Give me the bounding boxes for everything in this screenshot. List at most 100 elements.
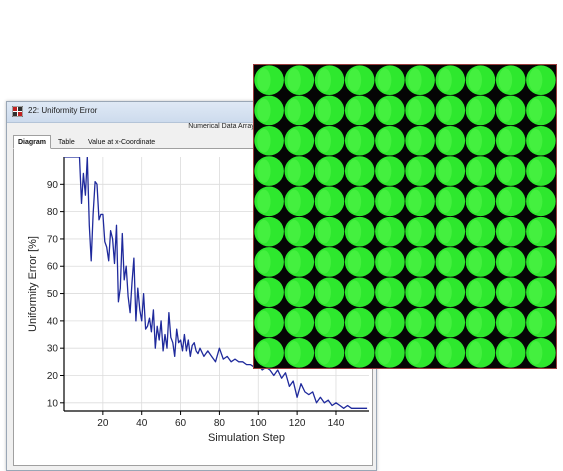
grid-circle-highlight — [317, 250, 331, 274]
grid-circle — [284, 338, 315, 368]
grid-circle-highlight — [408, 310, 422, 335]
grid-circle-highlight — [257, 98, 271, 123]
grid-circle-highlight — [408, 159, 422, 183]
grid-circle-highlight — [529, 310, 543, 335]
grid-circle — [405, 216, 435, 247]
grid-circle-highlight — [438, 68, 452, 92]
grid-circle-highlight — [468, 159, 482, 183]
grid-circle — [405, 156, 435, 186]
grid-circle — [495, 156, 526, 186]
grid-circle — [284, 125, 315, 156]
x-tick-label: 80 — [214, 418, 226, 429]
tab-value-at-x-coordinate[interactable]: Value at x-Coordinate — [88, 139, 156, 146]
grid-circle — [435, 65, 466, 95]
grid-circle — [314, 65, 345, 95]
grid-circle-highlight — [317, 341, 331, 365]
grid-circle-highlight — [287, 219, 301, 244]
grid-circle-highlight — [347, 189, 362, 214]
grid-circle — [344, 125, 375, 156]
grid-circle-highlight — [317, 219, 331, 244]
x-tick-label: 20 — [97, 418, 109, 429]
grid-circle-highlight — [438, 128, 452, 153]
grid-circle — [375, 247, 405, 277]
grid-circle-highlight — [287, 280, 301, 305]
grid-circle — [405, 307, 435, 338]
grid-circle — [526, 307, 556, 338]
grid-circle — [435, 125, 466, 156]
circle-grid-graphic — [254, 65, 556, 368]
grid-circle-highlight — [378, 68, 392, 92]
grid-circle-highlight — [408, 219, 422, 244]
grid-circle — [284, 186, 315, 217]
grid-circle-highlight — [468, 98, 482, 123]
grid-circle-highlight — [378, 250, 392, 274]
grid-circle-highlight — [529, 128, 543, 153]
grid-circle — [284, 247, 315, 277]
grid-circle-highlight — [468, 189, 482, 214]
grid-circle-highlight — [317, 98, 331, 123]
grid-circle-highlight — [438, 341, 452, 365]
grid-circle-highlight — [498, 250, 513, 274]
grid-circle — [375, 95, 405, 126]
grid-circle — [344, 216, 375, 247]
grid-circle-highlight — [529, 341, 543, 365]
grid-circle-highlight — [408, 128, 422, 153]
y-tick-label: 40 — [47, 316, 59, 327]
grid-circle — [254, 186, 284, 217]
grid-circle-highlight — [378, 128, 392, 153]
grid-circle — [254, 247, 284, 277]
grid-circle — [254, 338, 284, 368]
grid-circle-highlight — [408, 280, 422, 305]
grid-circle-highlight — [287, 310, 301, 335]
grid-circle-highlight — [287, 128, 301, 153]
grid-circle — [495, 125, 526, 156]
grid-circle-highlight — [438, 98, 452, 123]
grid-circle — [344, 338, 375, 368]
grid-circle-highlight — [317, 280, 331, 305]
grid-circle-highlight — [408, 341, 422, 365]
x-tick-label: 100 — [250, 418, 267, 429]
grid-circle — [435, 186, 466, 217]
grid-circle — [284, 307, 315, 338]
grid-circle-highlight — [287, 250, 301, 274]
grid-circle-highlight — [468, 341, 482, 365]
grid-circle-highlight — [529, 68, 543, 92]
grid-circle — [526, 247, 556, 277]
grid-circle — [344, 247, 375, 277]
grid-circle — [435, 95, 466, 126]
grid-circle — [495, 186, 526, 217]
grid-circle — [465, 307, 496, 338]
grid-circle-highlight — [438, 189, 452, 214]
grid-circle — [435, 277, 466, 308]
grid-circle — [495, 95, 526, 126]
grid-circle — [314, 125, 345, 156]
grid-circle — [465, 95, 496, 126]
grid-circle-highlight — [257, 310, 271, 335]
grid-circle — [495, 65, 526, 95]
grid-circle-highlight — [347, 341, 362, 365]
y-tick-label: 60 — [47, 262, 59, 273]
grid-circle — [344, 277, 375, 308]
grid-circle — [526, 95, 556, 126]
grid-circle — [314, 216, 345, 247]
grid-circle-highlight — [347, 219, 362, 244]
grid-circle — [314, 247, 345, 277]
grid-circle — [284, 65, 315, 95]
grid-circle-highlight — [498, 189, 513, 214]
grid-circle-highlight — [257, 189, 271, 214]
tab-table[interactable]: Table — [58, 139, 75, 146]
grid-circle — [314, 95, 345, 126]
grid-circle — [375, 277, 405, 308]
grid-circle — [375, 125, 405, 156]
grid-circle-highlight — [498, 219, 513, 244]
grid-circle — [284, 95, 315, 126]
tab-diagram[interactable]: Diagram — [13, 135, 52, 149]
green-circle-grid — [253, 64, 557, 369]
grid-circle-highlight — [438, 159, 452, 183]
grid-circle — [314, 338, 345, 368]
grid-circle — [344, 95, 375, 126]
grid-circle-highlight — [378, 159, 392, 183]
grid-circle-highlight — [529, 98, 543, 123]
grid-circle — [284, 156, 315, 186]
grid-circle — [435, 216, 466, 247]
